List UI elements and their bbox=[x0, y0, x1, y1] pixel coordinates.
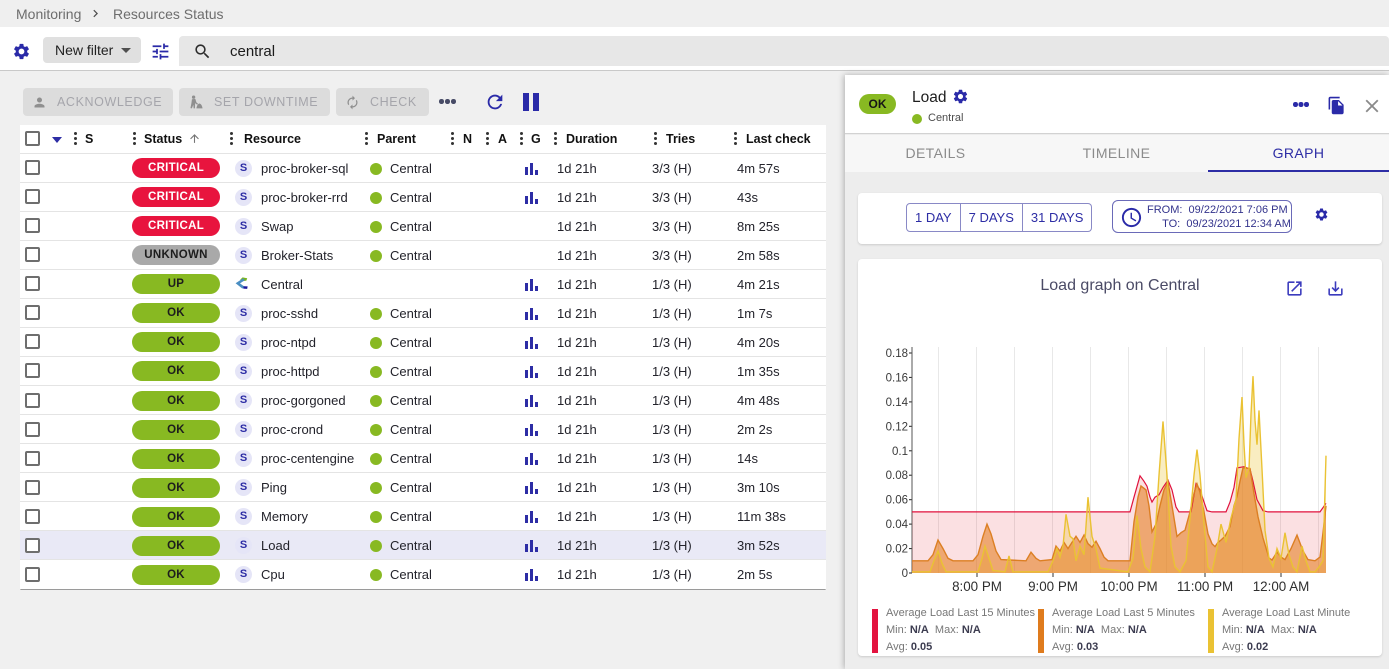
svg-text:0.14: 0.14 bbox=[886, 397, 909, 409]
svg-text:0.08: 0.08 bbox=[886, 470, 908, 482]
svg-text:0.16: 0.16 bbox=[886, 372, 908, 384]
svg-text:0.04: 0.04 bbox=[886, 519, 909, 531]
svg-text:8:00 PM: 8:00 PM bbox=[952, 579, 1002, 594]
svg-text:0.1: 0.1 bbox=[892, 446, 908, 458]
svg-text:0: 0 bbox=[902, 568, 908, 580]
svg-text:0.02: 0.02 bbox=[886, 544, 908, 556]
svg-text:12:00 AM: 12:00 AM bbox=[1253, 579, 1310, 594]
svg-text:10:00 PM: 10:00 PM bbox=[1100, 579, 1157, 594]
svg-text:0.18: 0.18 bbox=[886, 348, 908, 360]
svg-text:0.12: 0.12 bbox=[886, 421, 908, 433]
svg-text:9:00 PM: 9:00 PM bbox=[1028, 579, 1078, 594]
svg-text:11:00 PM: 11:00 PM bbox=[1177, 579, 1233, 594]
svg-text:0.06: 0.06 bbox=[886, 495, 908, 507]
